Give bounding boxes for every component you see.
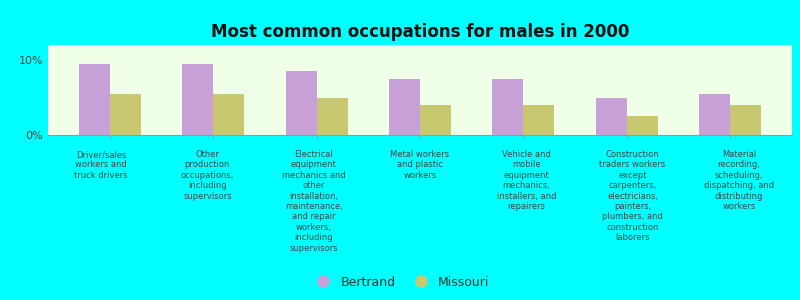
Text: Electrical
equipment
mechanics and
other
installation,
maintenance,
and repair
w: Electrical equipment mechanics and other… [282, 150, 346, 253]
Bar [492, 79, 523, 135]
Text: Material
recording,
scheduling,
dispatching, and
distributing
workers: Material recording, scheduling, dispatch… [704, 150, 774, 211]
Bar [79, 64, 110, 135]
Bar [596, 98, 626, 135]
Legend: Bertrand, Missouri: Bertrand, Missouri [306, 271, 494, 294]
Bar [730, 105, 761, 135]
Title: Most common occupations for males in 2000: Most common occupations for males in 200… [211, 23, 629, 41]
Bar [182, 64, 214, 135]
Bar [286, 71, 317, 135]
Bar [523, 105, 554, 135]
Bar [420, 105, 451, 135]
Bar [110, 94, 141, 135]
Text: Construction
traders workers
except
carpenters,
electricians,
painters,
plumbers: Construction traders workers except carp… [599, 150, 666, 242]
Bar [699, 94, 730, 135]
Bar [317, 98, 348, 135]
Text: Other
production
occupations,
including
supervisors: Other production occupations, including … [181, 150, 234, 201]
Text: Driver/sales
workers and
truck drivers: Driver/sales workers and truck drivers [74, 150, 128, 180]
Text: Metal workers
and plastic
workers: Metal workers and plastic workers [390, 150, 450, 180]
Text: Vehicle and
mobile
equipment
mechanics,
installers, and
repairers: Vehicle and mobile equipment mechanics, … [497, 150, 556, 211]
Bar [626, 116, 658, 135]
Bar [214, 94, 244, 135]
Bar [389, 79, 420, 135]
